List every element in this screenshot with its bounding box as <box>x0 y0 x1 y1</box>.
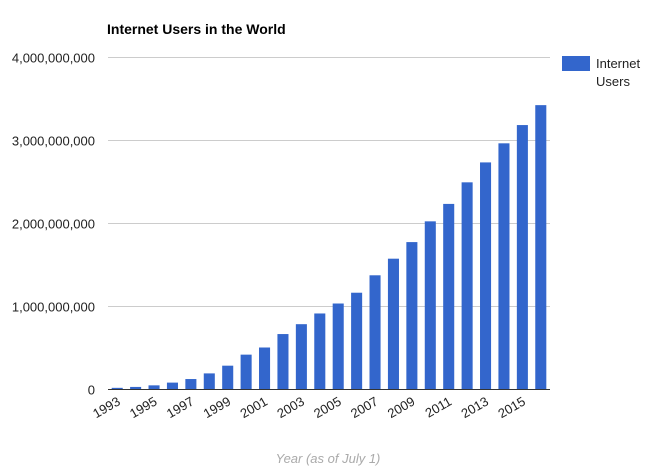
bar <box>424 221 436 389</box>
x-axis: 1993 1995 1997 1999 2001 2003 2005 2007 2009 2011… <box>90 394 528 421</box>
bar <box>351 292 363 389</box>
bar <box>406 242 418 389</box>
bar <box>480 162 492 389</box>
bars <box>111 105 547 389</box>
x-tick-label: 2005 <box>311 394 344 421</box>
bar <box>130 386 142 389</box>
x-tick-label: 2009 <box>385 394 418 421</box>
bar <box>222 365 234 389</box>
bar <box>295 324 307 389</box>
bar <box>185 379 197 389</box>
legend-label-line-1: Internet <box>596 56 640 71</box>
chart-title: Internet Users in the World <box>107 21 286 37</box>
bar <box>387 258 399 389</box>
bar <box>369 275 381 389</box>
bar <box>240 354 252 389</box>
x-tick-label: 2013 <box>458 394 491 421</box>
x-tick-label: 1997 <box>164 394 197 421</box>
y-tick-label: 3,000,000,000 <box>12 134 95 149</box>
x-tick-label: 1995 <box>127 394 160 421</box>
y-tick-label: 1,000,000,000 <box>12 300 95 315</box>
x-tick-label: 2015 <box>495 394 528 421</box>
bar <box>443 203 455 389</box>
grid <box>108 57 550 307</box>
y-tick-label: 0 <box>88 383 95 398</box>
x-axis-title: Year (as of July 1) <box>276 451 381 466</box>
bar <box>314 313 326 389</box>
x-tick-label: 2003 <box>274 394 307 421</box>
bar <box>498 143 510 389</box>
x-tick-label: 2001 <box>237 394 270 421</box>
legend-label-line-2: Users <box>596 74 630 89</box>
bar <box>259 347 271 389</box>
y-tick-label: 2,000,000,000 <box>12 217 95 232</box>
bar <box>461 182 473 389</box>
bar <box>148 385 160 389</box>
bar <box>535 105 547 389</box>
bar <box>277 334 289 389</box>
x-tick-label: 1999 <box>201 394 234 421</box>
bar <box>166 382 178 389</box>
bar <box>332 303 344 389</box>
y-axis: 0 1,000,000,000 2,000,000,000 3,000,000,000… <box>12 51 95 398</box>
y-tick-label: 4,000,000,000 <box>12 51 95 66</box>
bar <box>516 125 528 389</box>
legend: Internet Users <box>562 56 640 89</box>
x-tick-label: 2011 <box>422 394 454 421</box>
x-tick-label: 2007 <box>348 394 381 421</box>
bar <box>203 373 215 389</box>
bar <box>111 387 123 389</box>
x-tick-label: 1993 <box>90 394 123 421</box>
legend-swatch <box>562 56 590 71</box>
